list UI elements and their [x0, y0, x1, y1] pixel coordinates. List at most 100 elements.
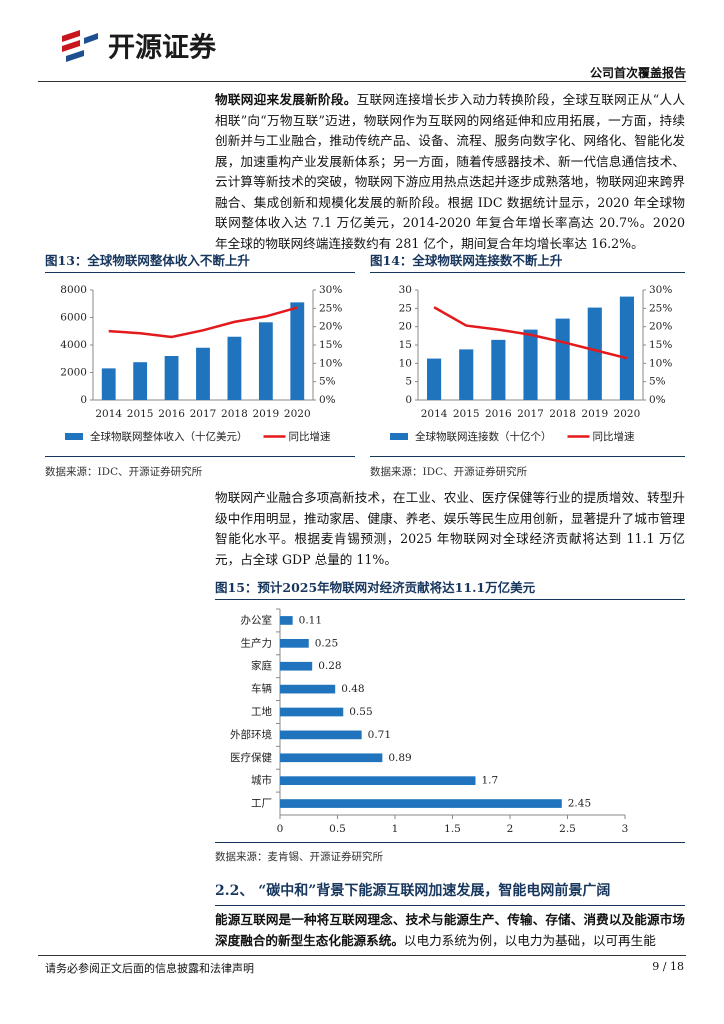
report-type: 公司首次覆盖报告 — [589, 66, 686, 80]
y-tick-label: 2000 — [60, 367, 87, 379]
y2-tick-label: 10% — [319, 357, 342, 369]
legend-label: 同比增速 — [593, 430, 635, 443]
figure-caption: 图15：预计2025年物联网对经济贡献将达11.1万亿美元 — [215, 577, 685, 600]
y2-tick-label: 20% — [319, 321, 342, 333]
bar — [491, 339, 506, 400]
page-number: 9 / 18 — [652, 960, 684, 973]
bar — [587, 307, 602, 400]
y2-tick-label: 15% — [319, 339, 342, 351]
x-tick-label: 2018 — [549, 408, 576, 420]
bar — [280, 799, 562, 808]
data-label: 0.89 — [388, 752, 411, 764]
paragraph: 物联网迎来发展新阶段。互联网连接增长步入动力转换阶段，全球互联网正从“人人相联”… — [215, 90, 685, 254]
section-title: “碳中和”背景下能源互联网加速发展，智能电网前景广阔 — [258, 883, 611, 899]
bar — [280, 616, 293, 625]
legend-label: 全球物联网整体收入（十亿美元） — [90, 430, 248, 443]
y-tick-label: 10 — [399, 357, 412, 369]
x-tick-label: 2020 — [284, 408, 311, 420]
x-tick-label: 2016 — [485, 408, 512, 420]
legend-swatch — [390, 433, 408, 440]
y2-tick-label: 5% — [319, 376, 336, 388]
y-tick-label: 20 — [399, 321, 412, 333]
bar — [280, 638, 309, 648]
paragraph: 物联网产业融合多项高新技术，在工业、农业、医疗保健等行业的提质增效、转型升级中作… — [215, 490, 685, 567]
x-tick-label: 2017 — [190, 408, 217, 420]
chart: 0 0.5 1 1.5 2 2.5 3 办公室 0.11 生产力 0.25 家庭 0.28 车辆 0.48 工… — [230, 608, 628, 835]
data-label: 2.45 — [568, 798, 591, 810]
y-tick-label: 30 — [399, 284, 412, 296]
y2-tick-label: 5% — [649, 376, 666, 388]
footer-rule — [38, 955, 686, 956]
y2-tick-label: 25% — [649, 302, 672, 314]
data-label: 0.55 — [349, 706, 372, 718]
bar — [619, 296, 634, 400]
source: 数据来源：IDC、开源证券研究所 — [370, 466, 528, 478]
x-tick-label: 1.5 — [444, 823, 461, 835]
bar — [133, 362, 148, 400]
bar — [427, 358, 442, 400]
x-tick-label: 0.5 — [329, 823, 346, 835]
line-series — [433, 306, 628, 360]
x-tick-label: 2018 — [221, 408, 248, 420]
x-tick-label: 2016 — [158, 408, 185, 420]
chart: 0 2000 4000 6000 8000 0% 5% 10% 15% 20% 25% 30% 2014… — [60, 284, 342, 443]
data-label: 0.28 — [318, 660, 341, 672]
y2-tick-label: 30% — [649, 284, 672, 296]
x-tick-label: 1 — [392, 823, 399, 835]
y-tick-label: 15 — [399, 339, 412, 351]
y-tick-label: 6000 — [60, 312, 87, 324]
y-tick-label: 城市 — [251, 774, 272, 787]
data-label: 1.7 — [482, 775, 499, 787]
x-tick-label: 2014 — [95, 408, 122, 420]
y-tick-label: 0 — [405, 394, 412, 406]
lead: 能源互联网是一种将互联网理念、技术与能源生产、传输、存储、消费以及能源市场深度融… — [215, 912, 685, 948]
data-label: 0.11 — [299, 614, 322, 626]
figure-caption: 图14：全球物联网连接数不断上升 — [370, 250, 685, 273]
y-tick-label: 4000 — [60, 339, 87, 351]
header-rule — [38, 81, 686, 82]
y-tick-label: 25 — [399, 302, 412, 314]
bar — [280, 753, 383, 763]
y-tick-label: 8000 — [60, 284, 87, 296]
y2-tick-label: 0% — [649, 394, 666, 406]
x-tick-label: 2017 — [517, 408, 544, 420]
bar — [555, 318, 570, 400]
x-tick-label: 2020 — [614, 408, 641, 420]
x-tick-label: 2.5 — [559, 823, 576, 835]
logo: 开源证券 — [58, 28, 258, 72]
bar — [290, 302, 305, 400]
y-tick-label: 工地 — [251, 705, 272, 718]
y2-tick-label: 20% — [649, 321, 672, 333]
bar — [280, 707, 344, 717]
y2-tick-label: 10% — [649, 357, 672, 369]
data-label: 0.71 — [368, 729, 391, 741]
y-tick-label: 家庭 — [251, 659, 272, 672]
y-tick-label: 医疗保健 — [230, 751, 272, 764]
x-tick-label: 0 — [277, 823, 284, 835]
y-tick-label: 车辆 — [251, 682, 272, 695]
text: 互联网连接增长步入动力转换阶段，全球互联网正从“人人相联”向“万物互联”迈进，物… — [215, 92, 685, 251]
section-heading: 2.2、 “碳中和”背景下能源互联网加速发展，智能电网前景广阔 — [215, 880, 685, 906]
y2-tick-label: 30% — [319, 284, 342, 296]
x-tick-label: 2015 — [453, 408, 480, 420]
y-tick-label: 5 — [405, 376, 412, 388]
y2-tick-label: 15% — [649, 339, 672, 351]
y2-tick-label: 0% — [319, 394, 336, 406]
data-label: 0.25 — [315, 637, 338, 649]
y-tick-label: 0 — [80, 394, 87, 406]
y2-tick-label: 25% — [319, 302, 342, 314]
rule — [215, 842, 685, 843]
source: 数据来源：IDC、开源证券研究所 — [45, 466, 203, 478]
bar — [280, 730, 362, 740]
logo-text: 开源证券 — [108, 32, 217, 64]
legend-swatch — [65, 433, 83, 440]
paragraph: 能源互联网是一种将互联网理念、技术与能源生产、传输、存储、消费以及能源市场深度融… — [215, 910, 685, 951]
data-label: 0.48 — [341, 683, 364, 695]
text: 以电力系统为例，以电力为基础，以可再生能 — [403, 932, 656, 948]
logo-graphic: 开源证券 — [62, 30, 217, 64]
bar — [258, 322, 273, 400]
y-tick-label: 工厂 — [251, 798, 272, 810]
x-tick-label: 2019 — [581, 408, 608, 420]
bar — [196, 347, 210, 400]
